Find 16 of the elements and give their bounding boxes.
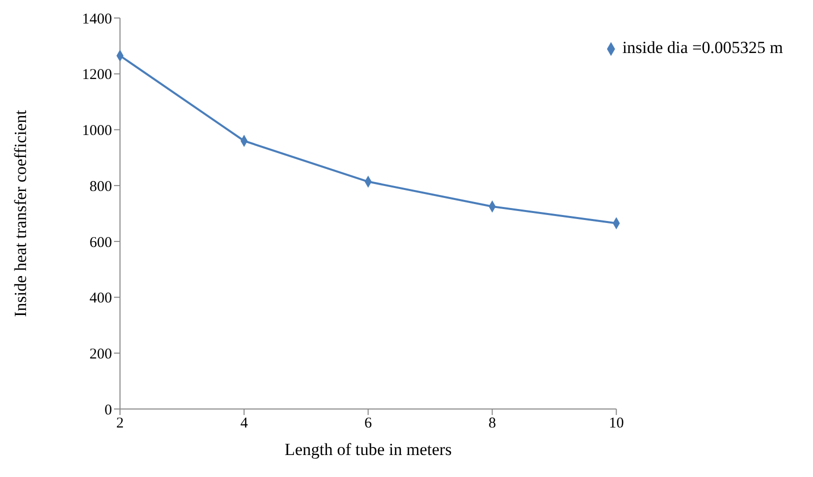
x-tick-label: 8 xyxy=(488,416,496,432)
x-tick-label: 4 xyxy=(240,416,248,432)
y-tick-label: 800 xyxy=(90,178,112,195)
y-tick-label: 600 xyxy=(90,234,112,251)
x-tick-label: 2 xyxy=(116,416,124,432)
y-tick-label: 400 xyxy=(90,290,112,307)
x-tick-label: 10 xyxy=(608,416,624,432)
y-axis-title: Inside heat transfer coefficient xyxy=(11,110,30,317)
y-tick-label: 0 xyxy=(104,402,112,418)
x-tick-label: 6 xyxy=(364,416,372,432)
y-tick-label: 1200 xyxy=(82,67,112,84)
y-tick-label: 1000 xyxy=(82,123,112,140)
legend-label: inside dia =0.005325 m xyxy=(622,38,783,57)
x-axis-title: Length of tube in meters xyxy=(284,440,452,459)
y-tick-label: 200 xyxy=(90,346,112,362)
y-tick-label: 1400 xyxy=(82,11,112,28)
